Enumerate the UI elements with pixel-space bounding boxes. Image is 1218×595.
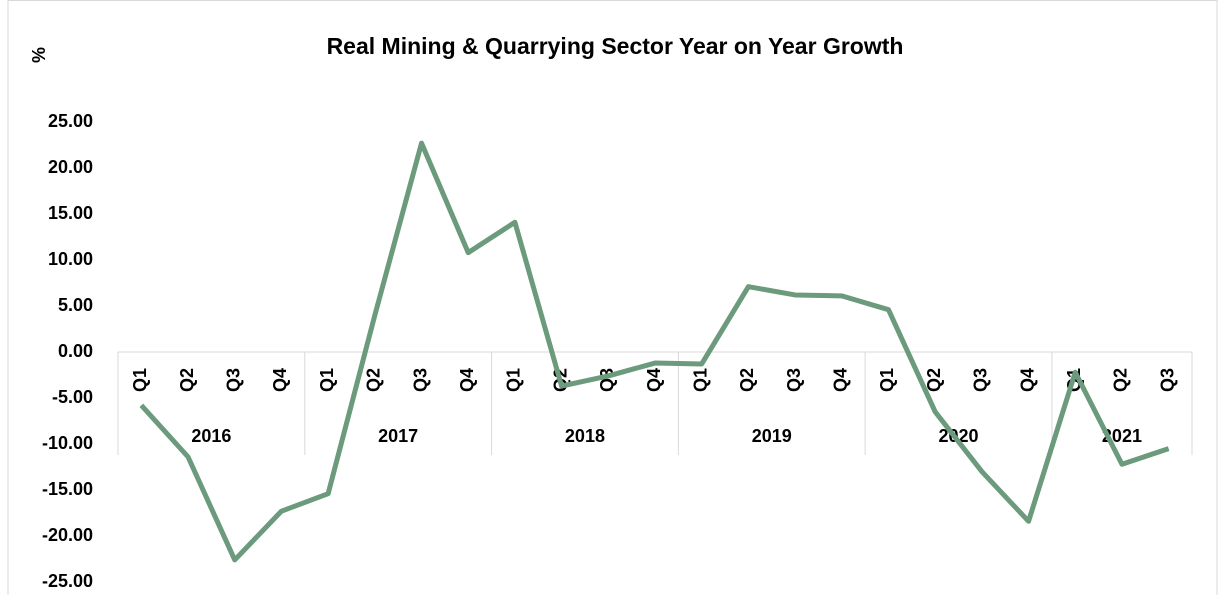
x-tick-label: Q4	[831, 368, 851, 392]
x-tick-label: Q1	[130, 368, 150, 392]
x-tick-label: Q2	[924, 368, 944, 392]
y-tick-label: 0.00	[58, 341, 93, 361]
x-tick-label: Q3	[971, 368, 991, 392]
y-tick-label: -20.00	[42, 525, 93, 545]
x-tick-label: Q4	[270, 368, 290, 392]
y-tick-label: 5.00	[58, 295, 93, 315]
x-tick-label: Q1	[877, 368, 897, 392]
x-tick-label: Q2	[364, 368, 384, 392]
y-tick-label: -15.00	[42, 479, 93, 499]
x-tick-label: Q1	[504, 368, 524, 392]
x-group-label: 2019	[752, 426, 792, 446]
y-tick-label: 15.00	[48, 203, 93, 223]
x-tick-label: Q3	[223, 368, 243, 392]
y-axis-label: %	[29, 47, 49, 63]
x-tick-label: Q2	[1111, 368, 1131, 392]
x-tick-label: Q4	[457, 368, 477, 392]
y-tick-label: 10.00	[48, 249, 93, 269]
y-tick-label: -5.00	[52, 387, 93, 407]
x-group-label: 2017	[378, 426, 418, 446]
x-tick-label: Q4	[644, 368, 664, 392]
y-tick-label: 20.00	[48, 157, 93, 177]
y-tick-label: -10.00	[42, 433, 93, 453]
x-tick-label: Q2	[177, 368, 197, 392]
y-tick-label: -25.00	[42, 571, 93, 591]
x-tick-label: Q3	[1157, 368, 1177, 392]
x-tick-label: Q4	[1017, 368, 1037, 392]
x-tick-label: Q1	[690, 368, 710, 392]
chart-title: Real Mining & Quarrying Sector Year on Y…	[327, 33, 904, 59]
data-line	[139, 140, 1170, 563]
x-group-label: 2018	[565, 426, 605, 446]
x-tick-label: Q1	[317, 368, 337, 392]
x-tick-label: Q3	[410, 368, 430, 392]
x-tick-label: Q2	[737, 368, 757, 392]
y-tick-label: 25.00	[48, 111, 93, 131]
x-group-label: 2016	[191, 426, 231, 446]
x-tick-label: Q3	[784, 368, 804, 392]
chart-border	[7, 0, 1218, 595]
